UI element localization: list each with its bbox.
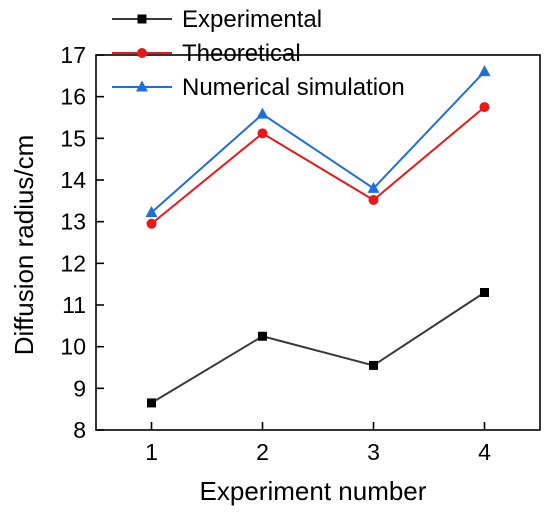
data-point	[480, 288, 489, 297]
y-tick-label: 8	[73, 417, 86, 443]
legend-label: Numerical simulation	[182, 74, 405, 101]
data-point	[368, 195, 379, 205]
y-tick-label: 14	[60, 167, 86, 193]
data-point	[479, 102, 490, 113]
x-tick-label: 3	[367, 439, 380, 465]
data-point	[369, 360, 378, 370]
x-tick-label: 2	[256, 439, 269, 465]
x-tick-label: 1	[145, 439, 158, 465]
y-tick-label: 16	[60, 84, 86, 110]
data-point	[257, 128, 268, 139]
series-line	[150, 106, 486, 225]
legend-marker	[137, 14, 147, 24]
y-tick-label: 12	[60, 250, 86, 276]
y-tick-label: 15	[60, 125, 86, 151]
data-point	[367, 181, 380, 193]
legend-item: Experimental	[112, 6, 322, 33]
plot-frame	[95, 54, 541, 431]
y-tick-label: 13	[60, 209, 86, 235]
y-tick-label: 10	[60, 334, 86, 360]
legend-marker	[136, 80, 148, 92]
legend-marker	[137, 48, 147, 58]
legend-label: Experimental	[182, 6, 322, 33]
legend-label: Theoretical	[182, 40, 301, 67]
y-tick-label: 17	[60, 42, 86, 68]
legend-item: Numerical simulation	[112, 74, 405, 101]
series-numerical-simulation	[145, 65, 491, 217]
data-point	[478, 65, 491, 77]
data-point	[145, 206, 158, 217]
series-experimental	[147, 288, 489, 408]
series-layer	[145, 65, 491, 408]
x-tick-label: 4	[478, 439, 491, 465]
series-theoretical	[146, 102, 490, 229]
data-point	[256, 107, 269, 119]
data-point	[258, 331, 267, 341]
y-axis-title: Diffusion radius/cm	[9, 135, 39, 356]
legend-item: Theoretical	[112, 40, 301, 67]
series-line	[150, 70, 486, 214]
y-tick-label: 11	[62, 292, 86, 318]
x-axis-title: Experiment number	[200, 476, 427, 506]
data-point	[147, 398, 156, 408]
legend: Experimental Theoretical Numerical simulat…	[112, 6, 405, 101]
y-tick-label: 9	[73, 375, 86, 401]
series-line	[150, 291, 486, 404]
data-point	[146, 218, 157, 229]
